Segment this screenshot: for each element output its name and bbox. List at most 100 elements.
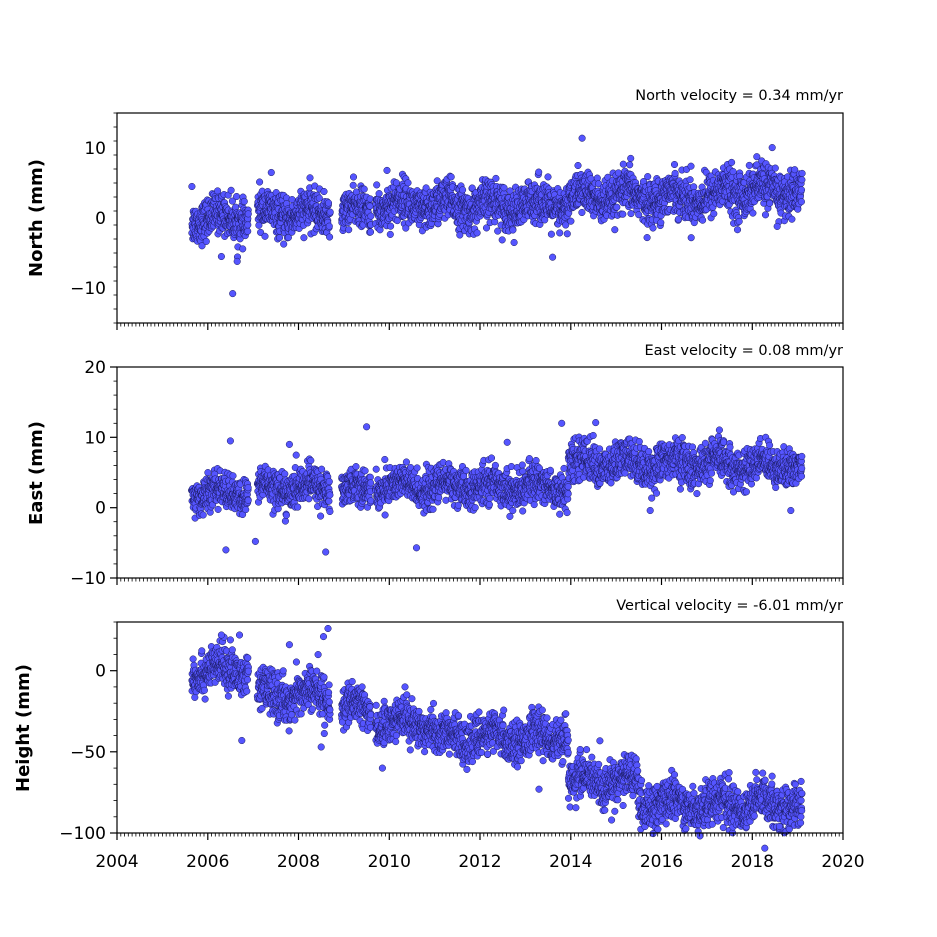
north-data-point <box>447 173 455 181</box>
north-data-point <box>687 234 695 242</box>
north-data-point <box>657 219 665 227</box>
north-data-point <box>733 226 742 234</box>
north-data-point <box>392 179 400 187</box>
north-data-point <box>613 203 621 211</box>
north-outlier-point <box>383 166 391 174</box>
north-data-point <box>547 230 555 238</box>
north-data-point <box>325 222 333 230</box>
north-data-point <box>768 144 776 152</box>
east-data-point <box>361 467 369 475</box>
east-data-point <box>242 506 250 514</box>
north-data-point <box>366 202 374 210</box>
east-data-point <box>325 497 333 505</box>
east-data-point <box>281 470 289 478</box>
east-data-point <box>563 509 571 517</box>
east-data-point <box>381 455 389 464</box>
north-outlier-point <box>217 252 225 261</box>
east-data-point <box>229 472 237 480</box>
east-data-point <box>305 495 313 503</box>
east-data-point <box>519 507 527 515</box>
north-data-point <box>366 195 374 203</box>
north-data-point <box>387 222 395 230</box>
east-data-point <box>281 517 289 525</box>
north-outlier-point <box>549 253 557 261</box>
north-data-point <box>574 161 582 170</box>
east-data-point <box>518 461 526 469</box>
north-outlier-point <box>233 257 241 265</box>
north-data-point <box>349 173 358 181</box>
east-data-point <box>454 501 462 509</box>
north-outlier-point <box>188 182 196 191</box>
east-data-point <box>560 464 568 472</box>
north-data-point <box>578 208 586 217</box>
north-y-axis-label: North (mm) <box>26 159 47 277</box>
north-data-point <box>280 240 288 248</box>
east-data-point <box>244 496 252 504</box>
north-data-point <box>710 210 718 218</box>
east-data-point <box>199 511 207 519</box>
north-data-point <box>366 228 375 236</box>
north-data-point <box>749 209 757 217</box>
north-data-point <box>275 234 284 242</box>
north-data-point <box>232 203 240 211</box>
east-data-point <box>282 511 290 519</box>
east-data-point <box>413 464 421 472</box>
north-data-point <box>345 226 353 234</box>
east-data-point <box>530 501 538 509</box>
east-data-point <box>214 505 222 513</box>
north-data-point <box>459 186 467 194</box>
north-outlier-point <box>687 162 695 170</box>
north-panel-title: North velocity = 0.34 mm/yr <box>635 88 843 104</box>
north-data-point <box>326 233 334 241</box>
east-data-point <box>491 461 499 469</box>
east-data-point <box>525 455 533 463</box>
north-data-point <box>798 176 806 184</box>
east-data-point <box>381 511 389 519</box>
north-data-point <box>386 230 394 238</box>
north-data-point <box>644 173 652 181</box>
north-data-point <box>255 221 263 229</box>
east-panel-title: East velocity = 0.08 mm/yr <box>644 343 843 359</box>
north-data-point <box>766 199 774 207</box>
north-points <box>188 134 806 298</box>
north-data-point <box>567 217 575 225</box>
north-data-point <box>728 158 736 166</box>
north-data-point <box>375 190 383 198</box>
north-data-point <box>494 227 502 235</box>
north-data-point <box>643 234 651 242</box>
east-data-point <box>244 484 252 492</box>
north-data-point <box>619 210 627 218</box>
north-data-point <box>699 216 707 224</box>
east-data-point <box>471 504 479 512</box>
north-data-point <box>556 229 564 237</box>
north-data-point <box>544 173 552 181</box>
north-data-point <box>745 161 753 169</box>
north-data-point <box>239 245 247 253</box>
north-y-tick-label: −10 <box>70 279 106 299</box>
north-outlier-point <box>578 134 586 142</box>
north-data-point <box>360 185 368 193</box>
east-data-point <box>318 465 326 473</box>
east-data-point <box>294 503 302 511</box>
north-outlier-point <box>773 222 781 230</box>
east-data-point <box>556 510 564 518</box>
north-data-point <box>674 215 682 223</box>
north-data-point <box>500 184 508 192</box>
north-data-point <box>198 242 206 250</box>
north-outlier-point <box>229 290 237 298</box>
east-data-point <box>325 478 333 486</box>
east-data-point <box>326 507 334 516</box>
north-data-point <box>563 230 571 238</box>
north-data-point <box>367 212 375 220</box>
north-data-point <box>261 232 269 240</box>
north-data-point <box>284 233 292 242</box>
north-data-point <box>300 234 308 242</box>
east-data-point <box>326 491 334 499</box>
east-data-point <box>292 451 300 459</box>
east-data-point <box>307 456 315 465</box>
east-data-point <box>204 469 212 477</box>
north-data-point <box>373 181 381 189</box>
north-data-point <box>509 226 517 234</box>
north-data-point <box>324 199 333 207</box>
east-data-point <box>462 466 470 474</box>
